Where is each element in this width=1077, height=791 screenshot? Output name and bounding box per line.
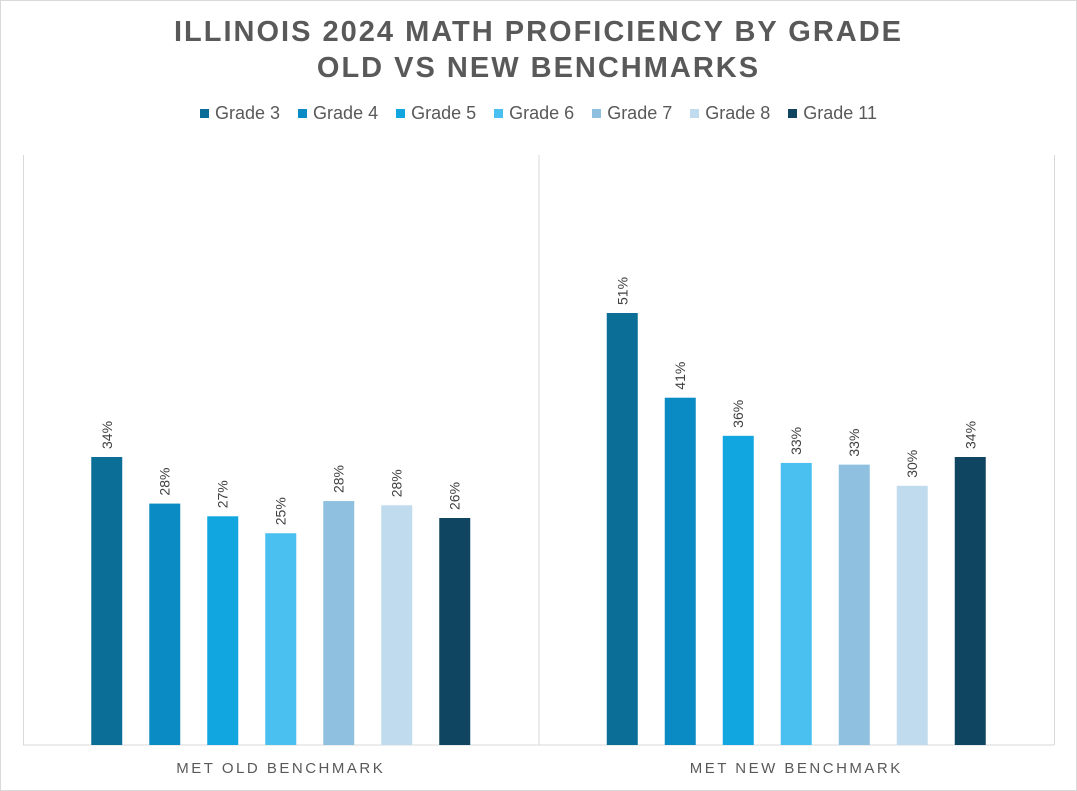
data-label: 28%: [331, 465, 347, 493]
legend-label: Grade 5: [411, 103, 477, 123]
legend-label: Grade 11: [803, 103, 877, 123]
legend-item-grade-8: Grade 8: [690, 103, 770, 124]
data-label: 25%: [273, 497, 289, 525]
legend-label: Grade 4: [313, 103, 379, 123]
bar-grade-8-old: [381, 505, 413, 745]
x-tick-label: MET NEW BENCHMARK: [690, 760, 903, 777]
bar-grade-6-new: [780, 462, 812, 745]
legend-item-grade-7: Grade 7: [592, 103, 672, 124]
bar-grade-5-new: [722, 435, 754, 745]
bar-grade-4-old: [149, 503, 181, 745]
bar-grade-5-old: [207, 516, 239, 745]
legend-label: Grade 7: [607, 103, 673, 123]
data-label: 41%: [672, 362, 688, 390]
legend-swatch: [788, 109, 798, 118]
bar-grade-11-old: [439, 517, 471, 745]
legend-item-grade-3: Grade 3: [200, 103, 280, 124]
legend-swatch: [298, 109, 308, 118]
bar-grade-11-new: [954, 457, 986, 745]
data-label: 26%: [447, 482, 463, 510]
data-label: 36%: [730, 400, 746, 428]
bar-grade-6-old: [265, 533, 297, 745]
data-label: 33%: [846, 429, 862, 457]
legend-label: Grade 6: [509, 103, 575, 123]
legend-item-grade-5: Grade 5: [396, 103, 476, 124]
data-label: 30%: [904, 450, 920, 478]
legend-swatch: [690, 109, 700, 118]
data-label: 28%: [157, 468, 173, 496]
data-label: 33%: [788, 427, 804, 455]
data-label: 51%: [614, 277, 630, 305]
data-label: 34%: [962, 421, 978, 449]
data-label: 28%: [389, 469, 405, 497]
data-label: 27%: [215, 480, 231, 508]
legend-label: Grade 8: [705, 103, 771, 123]
legend-item-grade-6: Grade 6: [494, 103, 574, 124]
bar-grade-4-new: [664, 397, 696, 745]
chart-legend: Grade 3 Grade 4 Grade 5 Grade 6 Grade 7 Grade…: [0, 103, 1077, 124]
legend-swatch: [494, 109, 504, 118]
legend-swatch: [200, 109, 209, 118]
chart-title: ILLINOIS 2024 MATH PROFICIENCY BY GRADE: [174, 16, 903, 48]
bar-grade-8-new: [896, 485, 928, 745]
legend-swatch: [592, 109, 602, 118]
bar-grade-7-new: [838, 464, 870, 745]
x-tick-label: MET OLD BENCHMARK: [176, 760, 385, 777]
bar-grade-3-old: [91, 457, 123, 745]
bar-grade-7-old: [323, 501, 355, 745]
data-label: 34%: [99, 421, 115, 449]
chart-subtitle: OLD VS NEW BENCHMARKS: [316, 52, 761, 84]
legend-label: Grade 3: [215, 103, 281, 123]
legend-item-grade-4: Grade 4: [298, 103, 378, 124]
legend-item-grade-11: Grade 11: [788, 103, 877, 124]
bar-grade-3-new: [606, 313, 638, 745]
legend-swatch: [396, 109, 406, 118]
